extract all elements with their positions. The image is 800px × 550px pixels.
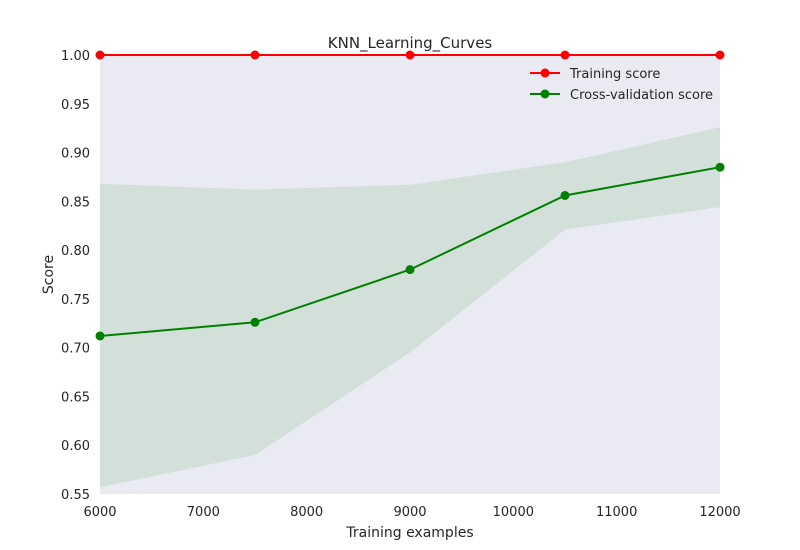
- legend-marker-0: [540, 68, 550, 78]
- y-axis-ticks: 0.55 0.60 0.65 0.70 0.75 0.80 0.85 0.90 0.95 1.00: [61, 49, 90, 503]
- x-tick-label: 12000: [699, 505, 740, 520]
- y-tick-label: 0.70: [61, 342, 90, 357]
- data-point: [715, 50, 725, 60]
- chart-title: KNN_Learning_Curves: [328, 34, 493, 53]
- legend: Training score Cross-validation score: [530, 67, 713, 103]
- data-point: [250, 50, 260, 60]
- y-tick-label: 1.00: [61, 49, 90, 64]
- y-tick-label: 0.80: [61, 244, 90, 259]
- y-tick-label: 0.60: [61, 439, 90, 454]
- y-tick-label: 0.55: [61, 488, 90, 503]
- x-tick-label: 10000: [493, 505, 534, 520]
- y-tick-label: 0.85: [61, 195, 90, 210]
- data-point: [560, 190, 570, 200]
- y-tick-label: 0.75: [61, 293, 90, 308]
- x-tick-label: 11000: [596, 505, 637, 520]
- series-markers: [95, 50, 725, 341]
- data-point: [715, 162, 725, 172]
- legend-label-0: Training score: [569, 67, 660, 82]
- y-tick-label: 0.95: [61, 98, 90, 113]
- legend-marker-1: [540, 89, 550, 99]
- x-tick-label: 8000: [290, 505, 323, 520]
- x-axis-label: Training examples: [345, 525, 473, 541]
- y-tick-label: 0.65: [61, 390, 90, 405]
- data-point: [95, 50, 105, 60]
- data-point: [405, 50, 415, 60]
- x-tick-label: 9000: [393, 505, 426, 520]
- data-point: [95, 331, 105, 341]
- confidence-bands: [100, 127, 720, 488]
- band-1: [100, 127, 720, 488]
- data-point: [250, 317, 260, 327]
- y-tick-label: 0.90: [61, 147, 90, 162]
- x-tick-label: 6000: [83, 505, 116, 520]
- y-axis-label: Score: [41, 255, 57, 294]
- x-tick-label: 7000: [187, 505, 220, 520]
- data-point: [405, 265, 415, 275]
- x-axis-ticks: 6000 7000 8000 9000 10000 11000 12000: [83, 505, 740, 520]
- legend-label-1: Cross-validation score: [570, 88, 713, 103]
- data-point: [560, 50, 570, 60]
